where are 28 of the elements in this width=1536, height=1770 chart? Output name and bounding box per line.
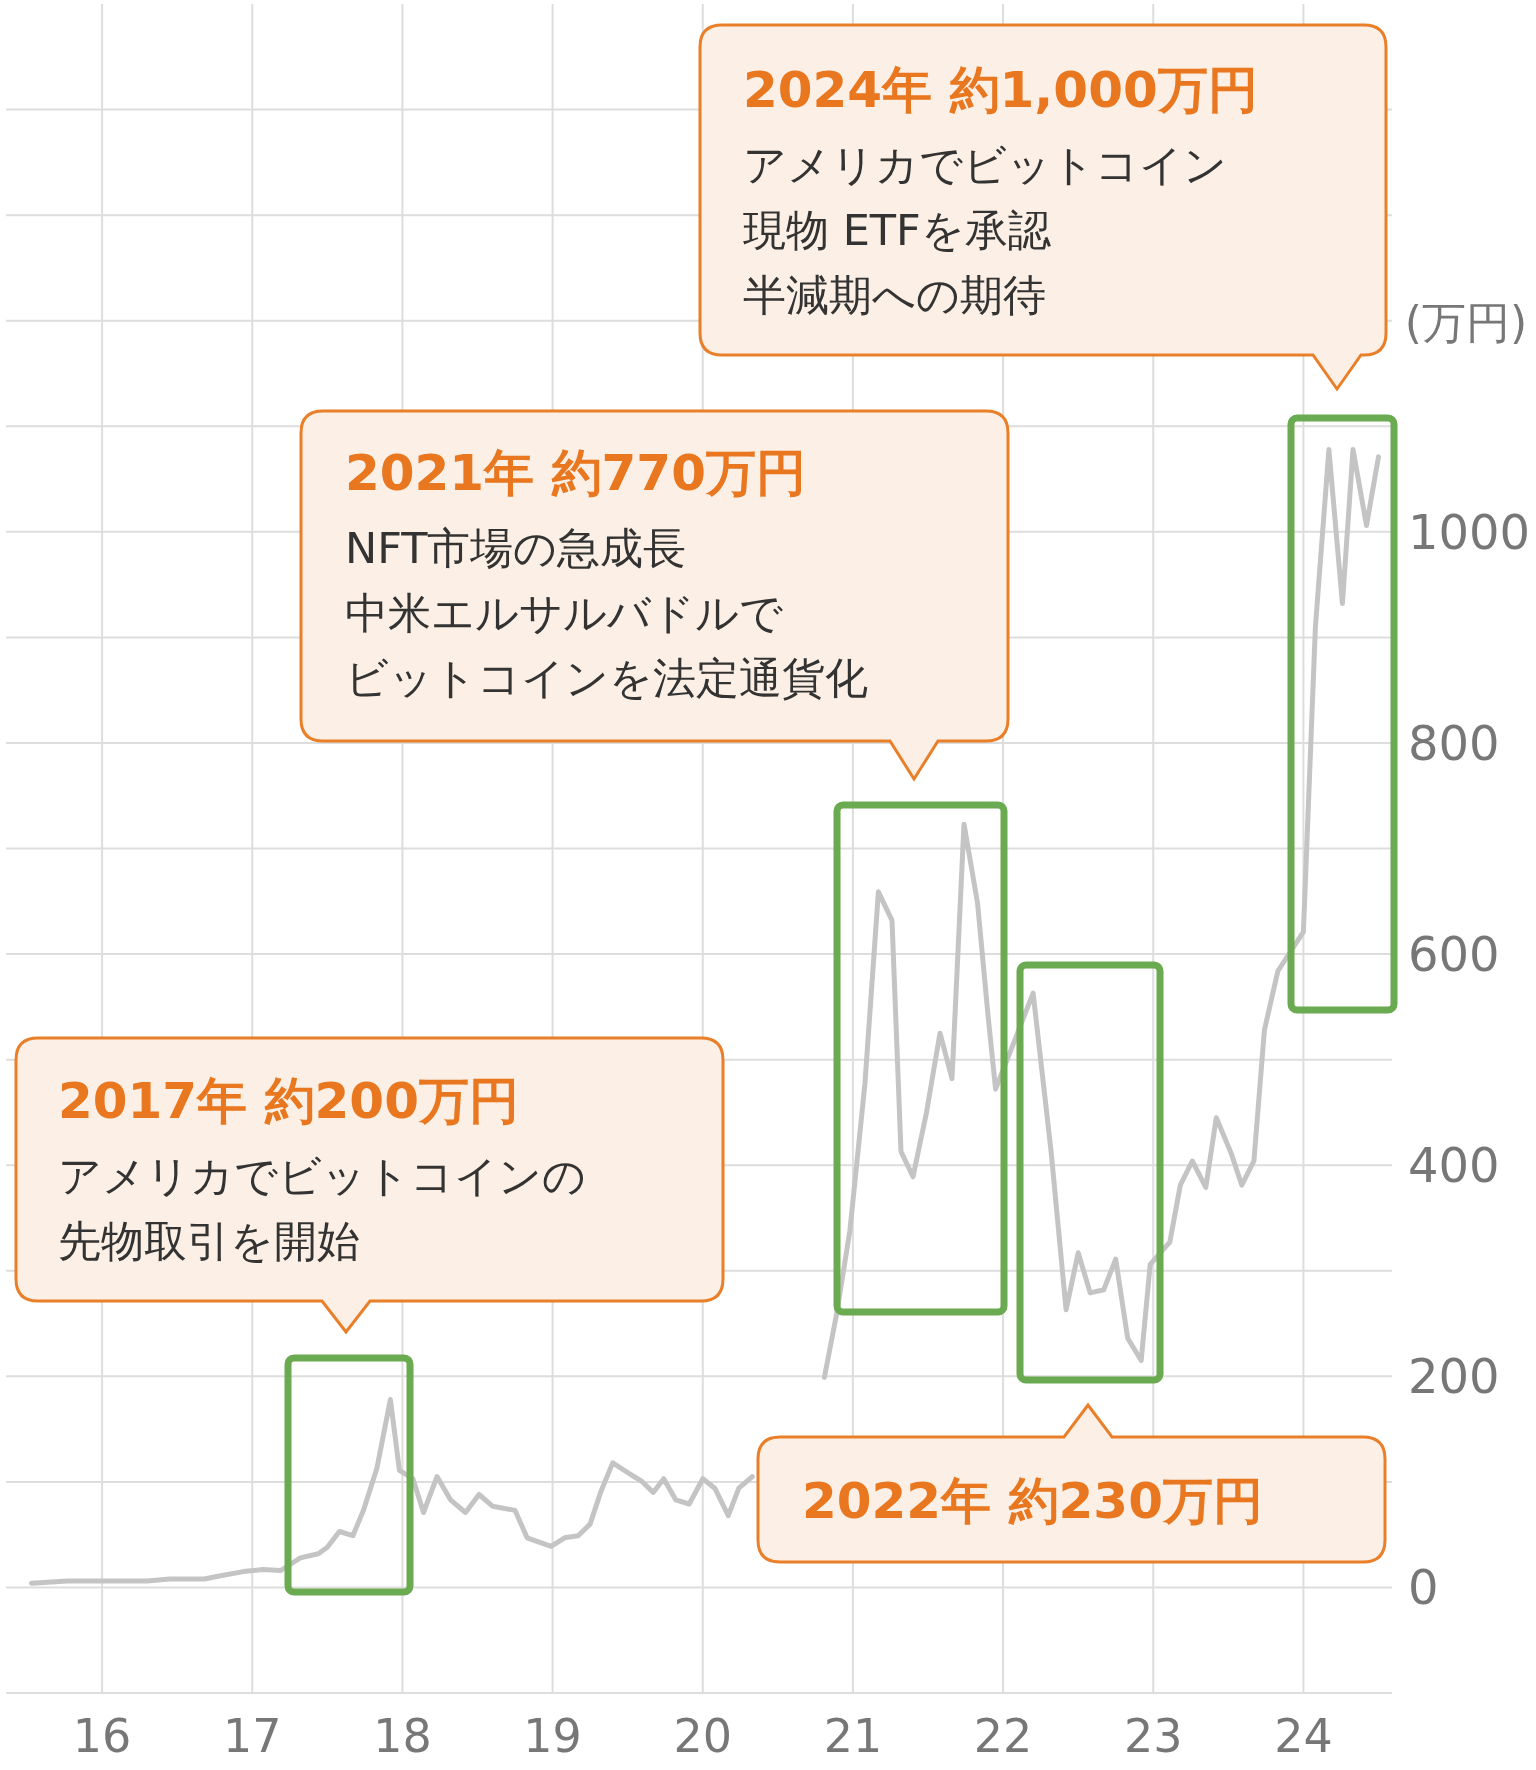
annotation: 2017年 約200万円	[58, 1072, 519, 1130]
y-tick-label: 800	[1408, 714, 1500, 771]
x-tick-label: 22	[973, 1709, 1033, 1763]
y-axis-title: (万円)	[1404, 297, 1528, 348]
y-tick-label: 400	[1408, 1137, 1500, 1194]
y-tick-label: 0	[1408, 1559, 1439, 1616]
annotation: 2022年 約230万円	[802, 1472, 1263, 1530]
annotation: 2021年 約770万円	[345, 444, 806, 502]
annotation: NFT市場の急成長	[345, 523, 687, 573]
x-tick-label: 18	[373, 1709, 432, 1763]
x-tick-label: 23	[1123, 1709, 1183, 1763]
annotation: アメリカでビットコイン	[743, 140, 1227, 190]
annotation: アメリカでビットコインの	[58, 1151, 586, 1201]
annotation: 半減期への期待	[743, 270, 1046, 320]
x-tick-label: 16	[72, 1709, 132, 1763]
annotation: ビットコインを法定通貨化	[345, 653, 868, 703]
x-tick-label: 21	[823, 1709, 883, 1763]
y-tick-label: 1000	[1408, 503, 1531, 560]
y-tick-label: 600	[1408, 926, 1500, 983]
x-tick-label: 19	[523, 1709, 582, 1763]
x-tick-label: 17	[222, 1709, 282, 1763]
y-tick-label: 200	[1408, 1348, 1500, 1405]
x-tick-label: 20	[673, 1709, 733, 1763]
annotation: 先物取引を開始	[58, 1216, 360, 1266]
annotation: 現物 ETFを承認	[743, 205, 1051, 255]
x-tick-label: 24	[1274, 1709, 1333, 1763]
annotation: 中米エルサルバドルで	[345, 588, 783, 638]
annotation: 2024年 約1,000万円	[743, 61, 1258, 119]
